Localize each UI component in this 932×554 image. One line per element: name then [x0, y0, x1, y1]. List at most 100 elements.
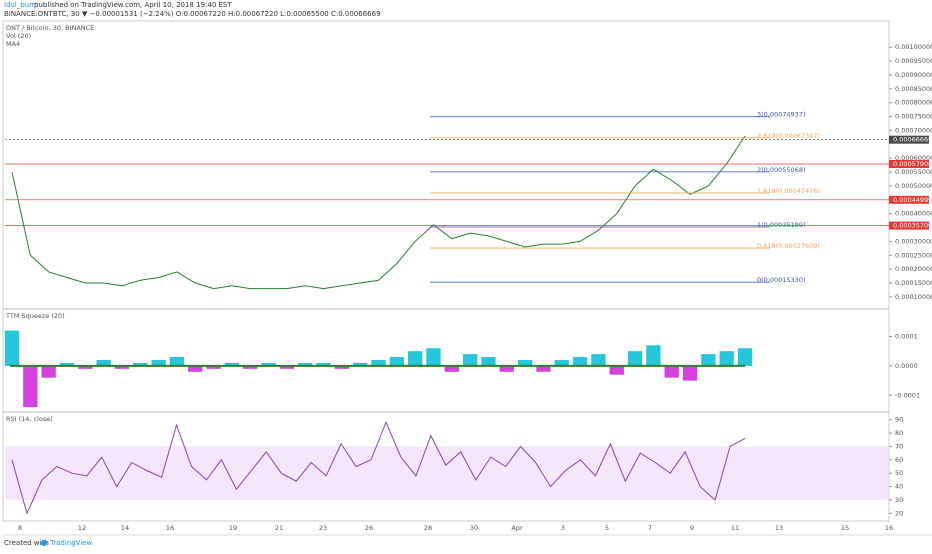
y-tick-label: 90 — [895, 416, 903, 424]
x-tick-label: 12 — [78, 524, 86, 532]
y-tick-label: -0.0001 — [895, 391, 920, 399]
x-tick-label: 9 — [690, 524, 694, 532]
y-tick-label: 0.00060000 — [895, 154, 932, 162]
histogram-bar — [133, 362, 148, 366]
line — [11, 421, 746, 515]
y-tick-label: 0.00020000 — [895, 265, 932, 273]
y-tick-label: 50 — [895, 469, 903, 477]
x-tick-label: 23 — [319, 524, 327, 532]
histogram-bar — [682, 365, 698, 381]
y-tick-label: 0.00095000 — [895, 57, 932, 65]
y-tick-label: 60 — [895, 456, 903, 464]
fib-label: 1(0.00035199) — [757, 221, 806, 229]
y-tick-label: 0.00015000 — [895, 279, 932, 287]
histogram-bar — [169, 357, 185, 366]
frame — [2, 20, 890, 522]
y-tick-label: 0.00100000 — [895, 43, 932, 51]
x-tick-label: 16 — [885, 524, 893, 532]
x-tick-label: 16 — [166, 524, 174, 532]
x-tick-label: 8 — [18, 524, 22, 532]
x-tick-label: 5 — [605, 524, 609, 532]
y-tick-label: 0.00085000 — [895, 85, 932, 93]
histogram-bar — [96, 360, 111, 366]
brand[interactable]: TradingView — [49, 539, 93, 547]
histogram-bar — [407, 351, 423, 366]
y-tick-label: 70 — [895, 442, 903, 450]
y-tick-label: 40 — [895, 483, 903, 491]
price-tag — [889, 195, 929, 204]
histogram-bar — [334, 365, 350, 369]
footer-text: Created with — [4, 539, 49, 547]
histogram-bar — [4, 330, 20, 366]
histogram-bar — [371, 360, 386, 366]
price-tag — [889, 160, 929, 169]
histogram-bar — [499, 365, 514, 372]
author[interactable]: Idol_bum — [4, 1, 36, 9]
histogram-bar — [609, 365, 624, 375]
price-tag — [889, 221, 929, 230]
y-tick-label: 0.00055000 — [895, 168, 932, 176]
pane-title: TTM Squeeze (20) — [5, 312, 65, 320]
x-tick-label: 19 — [229, 524, 237, 532]
logo — [41, 540, 47, 546]
x-tick-label: 7 — [648, 524, 652, 532]
price-tag-label: 0.00066669 — [893, 136, 932, 144]
price-tag-label: 0.00057900 — [893, 160, 932, 168]
x-tick-label: 3 — [561, 524, 565, 532]
fib-label: 0.618(0.00027609) — [757, 242, 820, 250]
histogram-bar — [444, 365, 459, 372]
y-tick-label: 0.00050000 — [895, 182, 932, 190]
y-tick-label: 0.00070000 — [895, 126, 932, 134]
fib-label: 2.618(0.00067347) — [757, 132, 820, 140]
fib-label: 0(0.00015330) — [757, 276, 806, 284]
fib-label: 1.618(0.00047476) — [757, 187, 820, 195]
histogram-bar — [151, 360, 166, 366]
x-tick-label: 11 — [731, 524, 739, 532]
y-tick-label: 80 — [895, 429, 903, 437]
histogram-bar — [261, 362, 276, 366]
symbol-line: BINANCE:ONTBTC, 30 ▼ −0.00001531 (−2.24%… — [4, 10, 381, 18]
histogram-bar — [78, 365, 93, 369]
histogram-bar — [353, 362, 368, 366]
pane-title: RSI (14, close) — [6, 415, 53, 423]
histogram-bar — [737, 348, 753, 366]
fib-label: 3(0.00074937) — [757, 111, 806, 119]
histogram-bar — [114, 365, 130, 369]
y-tick-label: 0.00010000 — [895, 293, 932, 301]
histogram-bar — [224, 362, 240, 366]
price-tag-label: 0.00035700 — [893, 222, 932, 230]
pane-title: ONT / Bitcoin, 30, BINANCE — [6, 24, 94, 32]
histogram-bar — [719, 351, 734, 366]
histogram-bar — [517, 360, 533, 366]
x-tick-label: 26 — [365, 524, 373, 532]
x-tick-label: 21 — [275, 524, 283, 532]
y-tick-label: 0.00080000 — [895, 99, 932, 107]
x-tick-label: 28 — [424, 524, 432, 532]
histogram-bar — [591, 354, 606, 366]
x-tick-label: 30 — [470, 524, 478, 532]
y-tick-label: 30 — [895, 496, 903, 504]
published: published on TradingView.com, April 10, … — [34, 1, 232, 9]
histogram-bar — [23, 365, 38, 408]
x-tick-label: Apr — [511, 524, 523, 532]
histogram-bar — [298, 362, 313, 366]
y-tick-label: 20 — [895, 509, 903, 517]
histogram-bar — [243, 365, 258, 369]
histogram-bar — [536, 365, 551, 372]
histogram-bar — [389, 357, 404, 366]
histogram-bar — [188, 365, 203, 372]
histogram-bar — [664, 365, 679, 378]
histogram-bar — [554, 360, 569, 366]
price-tag-label: 0.00044999 — [893, 196, 932, 204]
x-tick-label: 13 — [775, 524, 783, 532]
rsi-band — [5, 446, 888, 500]
histogram-bar — [481, 357, 496, 366]
y-tick-label: 0.0000 — [895, 362, 918, 370]
histogram-bar — [316, 362, 331, 366]
histogram-bar — [462, 354, 478, 366]
y-tick-label: 0.00025000 — [895, 251, 932, 259]
y-tick-label: 0.00075000 — [895, 113, 932, 121]
histogram-bar — [646, 345, 661, 366]
indicator: MA4 — [6, 40, 20, 48]
